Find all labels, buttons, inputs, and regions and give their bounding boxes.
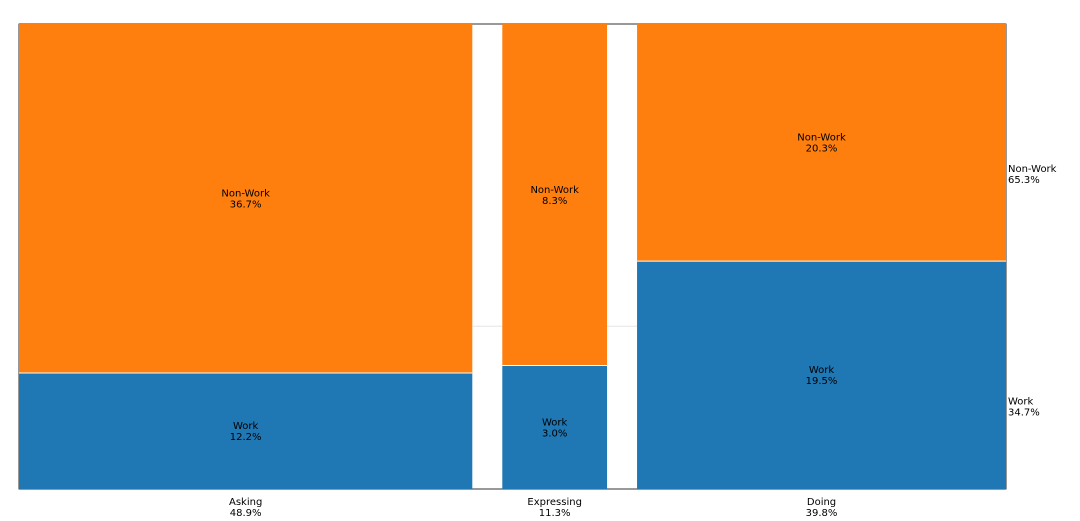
mosaic-tiles (19, 24, 1006, 489)
x-tick-labels: Asking 48.9% Expressing 11.3% Doing 39.8% (229, 497, 837, 519)
asking-work-tile (19, 372, 473, 489)
doing-work-label: Work 19.5% (806, 365, 838, 387)
doing-x-tick-label: Doing 39.8% (806, 497, 838, 519)
expressing-non-work-tile (502, 24, 608, 366)
row-total-labels: Work 34.7% Non-Work 65.3% (1008, 164, 1057, 419)
expressing-work-tile (502, 365, 608, 489)
doing-work-tile (637, 261, 1006, 489)
asking-non-work-label: Non-Work 36.7% (221, 188, 270, 210)
asking-x-tick-label: Asking 48.9% (229, 497, 262, 519)
expressing-x-tick-label: Expressing 11.3% (527, 497, 582, 519)
expressing-non-work-label: Non-Work 8.3% (530, 185, 579, 207)
doing-non-work-label: Non-Work 20.3% (797, 133, 846, 155)
non-work-row-total-label: Non-Work 65.3% (1008, 164, 1057, 186)
doing-non-work-tile (637, 24, 1006, 262)
tile-labels: Non-Work 36.7% Work 12.2% Non-Work 8.3% Work 3.… (221, 133, 846, 443)
asking-non-work-tile (19, 24, 473, 373)
expressing-work-label: Work 3.0% (542, 417, 568, 439)
asking-work-label: Work 12.2% (230, 421, 262, 443)
work-row-total-label: Work 34.7% (1008, 396, 1040, 418)
